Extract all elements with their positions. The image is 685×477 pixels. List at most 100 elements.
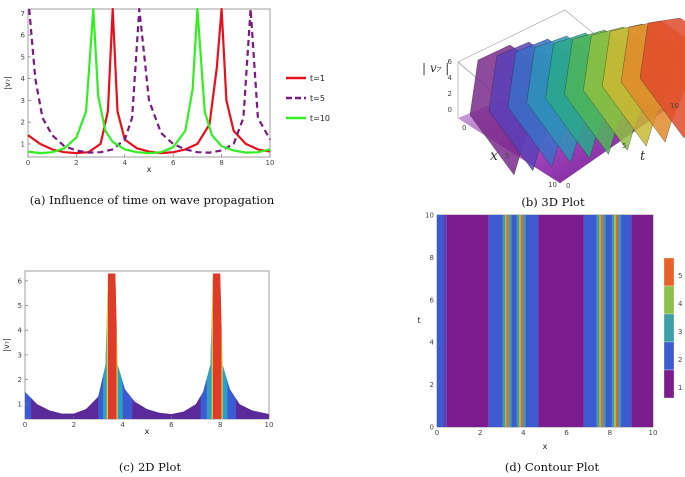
contour-band	[446, 215, 489, 427]
area-strip	[82, 273, 85, 419]
area-strip	[148, 273, 151, 419]
panel-d-ylabel: t	[417, 316, 420, 325]
area-strip	[112, 273, 115, 419]
area-strip	[192, 273, 194, 419]
area-strip	[161, 273, 164, 419]
panel-d-xlabel: x	[543, 442, 548, 451]
area-strip	[214, 273, 216, 419]
area-strip	[189, 273, 192, 419]
a-ytick-label: 1	[21, 140, 25, 148]
area-strip	[131, 273, 133, 419]
area-strip	[265, 273, 268, 419]
area-strip	[49, 273, 52, 419]
a-xtick-label: 10	[266, 159, 275, 167]
area-strip	[239, 273, 242, 419]
area-strip	[212, 273, 215, 419]
area-strip	[264, 273, 266, 419]
area-strip	[57, 273, 60, 419]
area-strip	[234, 273, 237, 419]
area-strip	[184, 273, 187, 419]
area-strip	[70, 273, 72, 419]
area-strip	[78, 273, 81, 419]
area-strip	[181, 273, 183, 419]
x3d-tick-0: 0	[462, 124, 466, 132]
c-ytick-label: 1	[18, 401, 22, 409]
z-tick-2: 2	[448, 90, 452, 98]
area-strip	[183, 273, 186, 419]
area-strip	[64, 273, 66, 419]
contour-band	[519, 215, 521, 427]
legend-label: t=5	[310, 94, 325, 103]
area-strip	[165, 273, 168, 419]
panel-b-xlabel: x	[490, 148, 498, 164]
area-strip	[48, 273, 50, 419]
colorbar-swatch	[663, 341, 675, 371]
a-xtick-label: 8	[219, 159, 223, 167]
a-ytick-label: 7	[21, 10, 25, 18]
area-strip	[88, 273, 91, 419]
a-ytick-label: 5	[21, 53, 25, 61]
panel-c-ylabel: |v₇|	[2, 338, 11, 351]
area-strip	[140, 273, 143, 419]
area-strip	[190, 273, 193, 419]
panel-a-legend: t=1 t=5 t=10	[286, 74, 330, 123]
x3d-tick-10: 10	[548, 181, 557, 189]
a-ytick-label: 4	[21, 75, 26, 83]
area-strip	[176, 273, 179, 419]
area-strip	[170, 273, 172, 419]
contour-band	[511, 215, 517, 427]
c-ytick-label: 3	[18, 351, 22, 359]
area-strip	[33, 273, 36, 419]
area-strip	[233, 273, 236, 419]
area-strip	[34, 273, 37, 419]
c-xtick-label: 0	[23, 421, 27, 429]
area-strip	[164, 273, 166, 419]
area-strip	[256, 273, 259, 419]
colorbar-tick: 5	[678, 272, 682, 280]
area-strip	[258, 273, 260, 419]
t3d-tick-5: 5	[622, 142, 626, 150]
area-strip	[243, 273, 246, 419]
legend-label: t=1	[310, 74, 325, 83]
area-strip	[28, 273, 31, 419]
c-xtick-label: 6	[169, 421, 174, 429]
area-strip	[244, 273, 247, 419]
panel-a-frame	[27, 8, 271, 158]
d-xtick-label: 6	[564, 429, 569, 437]
area-strip	[73, 273, 76, 419]
area-strip	[94, 273, 97, 419]
area-strip	[40, 273, 43, 419]
area-strip	[137, 273, 140, 419]
contour-band	[605, 215, 612, 427]
area-strip	[55, 273, 58, 419]
area-strip	[95, 273, 98, 419]
a-xtick-label: 2	[74, 159, 78, 167]
area-strip	[106, 273, 109, 419]
panel-a-lines	[27, 7, 271, 155]
area-strip	[211, 273, 214, 419]
area-strip	[175, 273, 177, 419]
contour-band	[600, 215, 603, 427]
area-strip	[220, 273, 223, 419]
contour-band	[506, 215, 509, 427]
colorbar-tick: 1	[678, 384, 682, 392]
d-xtick-label: 8	[608, 429, 612, 437]
a-ytick-label: 6	[21, 32, 26, 40]
colorbar-tick: 4	[678, 300, 683, 308]
panel-a-ylabel: |v₇|	[3, 76, 12, 89]
z-tick-4: 4	[448, 74, 453, 82]
area-strip	[171, 273, 174, 419]
area-strip	[167, 273, 170, 419]
area-strip	[87, 273, 90, 419]
caption-d: (d) Contour Plot	[505, 460, 600, 474]
area-strip	[42, 273, 44, 419]
area-strip	[45, 273, 48, 419]
area-strip	[151, 273, 154, 419]
area-strip	[83, 273, 86, 419]
area-strip	[43, 273, 46, 419]
area-strip	[253, 273, 255, 419]
area-strip	[79, 273, 82, 419]
area-strip	[76, 273, 79, 419]
area-strip	[266, 273, 269, 419]
